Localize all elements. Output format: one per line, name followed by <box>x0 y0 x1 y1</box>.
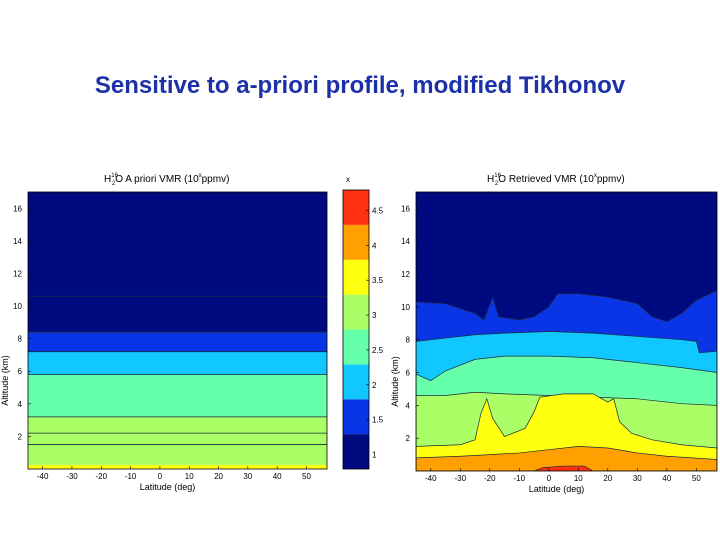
x-tick-label: 20 <box>603 474 612 483</box>
y-tick-label: 16 <box>401 204 410 213</box>
colorbar-tick-label: 1.5 <box>372 416 384 425</box>
colorbar-swatch <box>343 259 369 295</box>
colorbar-tick-label: 1 <box>372 451 377 460</box>
colorbar-swatch <box>343 434 369 469</box>
x-tick-label: -30 <box>66 472 78 481</box>
colorbar-swatch <box>343 364 369 400</box>
band-3 <box>28 351 327 375</box>
band-1 <box>28 416 327 465</box>
colorbar-swatch <box>343 329 369 365</box>
axes-frame <box>415 191 718 472</box>
x-tick-label: -30 <box>454 474 466 483</box>
y-axis-label: Altitude (km) <box>0 355 10 406</box>
x-tick-label: -20 <box>96 472 108 481</box>
x-tick-label: -40 <box>425 474 437 483</box>
field-layer-5 <box>416 446 717 471</box>
y-tick-label: 16 <box>13 204 22 213</box>
colorbar-swatch <box>343 294 369 330</box>
chart-title: H16 2O Retrieved VMR (10xppmv) <box>487 173 625 187</box>
slide-title: Sensitive to a-priori profile, modified … <box>94 72 626 99</box>
x-tick-label: 40 <box>662 474 671 483</box>
y-tick-label: 6 <box>18 367 23 376</box>
x-tick-label: -40 <box>37 472 49 481</box>
x-tick-label: 50 <box>302 472 311 481</box>
colorbar-frame <box>342 189 370 470</box>
y-tick-label: 12 <box>401 270 410 279</box>
y-tick-label: 10 <box>13 302 22 311</box>
y-tick-label: 12 <box>13 269 22 278</box>
band-4 <box>28 332 327 352</box>
colorbar-swatch <box>343 399 369 435</box>
y-tick-label: 4 <box>18 400 23 409</box>
x-tick-label: -20 <box>484 474 496 483</box>
colorbar-swatch <box>343 224 369 260</box>
field-layer-4 <box>416 393 717 471</box>
y-tick-label: 4 <box>406 401 411 410</box>
plot-area <box>28 192 327 469</box>
x-axis-label: Latitude (deg) <box>529 484 585 494</box>
colorbar-swatch <box>343 190 369 225</box>
x-tick-label: 40 <box>273 472 282 481</box>
y-tick-label: 2 <box>18 432 23 441</box>
field-layer-6 <box>416 465 717 471</box>
colorbar-tick-label: 4.5 <box>372 206 384 215</box>
y-tick-label: 6 <box>406 369 411 378</box>
chart-panel-1: -40 -30 -20 -10 0 10 20 30 40 50 2 4 6 8 10 12 14 16 Latit… <box>0 173 328 492</box>
band-2 <box>28 374 327 417</box>
y-tick-label: 8 <box>406 336 411 345</box>
colorbar-tick-label: 4 <box>372 241 377 250</box>
x-tick-label: 20 <box>214 472 223 481</box>
y-axis-label: Altitude (km) <box>390 356 400 407</box>
x-tick-label: 30 <box>243 472 252 481</box>
plot-area <box>416 192 717 471</box>
y-tick-label: 14 <box>401 237 410 246</box>
colorbar-tick-label: 3.5 <box>372 276 384 285</box>
x-tick-label: 0 <box>158 472 163 481</box>
y-tick-label: 2 <box>406 434 411 443</box>
colorbar-tick-label: 2 <box>372 381 377 390</box>
x-tick-label: 30 <box>633 474 642 483</box>
x-tick-label: 10 <box>185 472 194 481</box>
x-tick-label: 0 <box>547 474 552 483</box>
x-axis-label: Latitude (deg) <box>140 482 196 492</box>
x-tick-label: -10 <box>125 472 137 481</box>
colorbar-tick-label: 2.5 <box>372 346 384 355</box>
x-tick-label: -10 <box>514 474 526 483</box>
axes-frame <box>27 191 328 470</box>
colorbar-title: x <box>346 175 350 184</box>
chart-panel-2: -40 -30 -20 -10 0 10 20 30 40 50 2 4 6 8 10 12 14 16 Latit… <box>390 173 718 494</box>
band-5 <box>28 192 327 333</box>
band-0 <box>28 464 327 469</box>
y-tick-label: 10 <box>401 303 410 312</box>
colorbar: 1 1.5 2 2.5 3 3.5 4 4.5 x <box>342 175 384 470</box>
colorbar-tick-label: 3 <box>372 311 377 320</box>
y-tick-label: 14 <box>13 237 22 246</box>
x-tick-label: 10 <box>574 474 583 483</box>
chart-title: H16 2O A priori VMR (10xppmv) <box>104 173 229 187</box>
y-tick-label: 8 <box>18 335 23 344</box>
x-tick-label: 50 <box>692 474 701 483</box>
